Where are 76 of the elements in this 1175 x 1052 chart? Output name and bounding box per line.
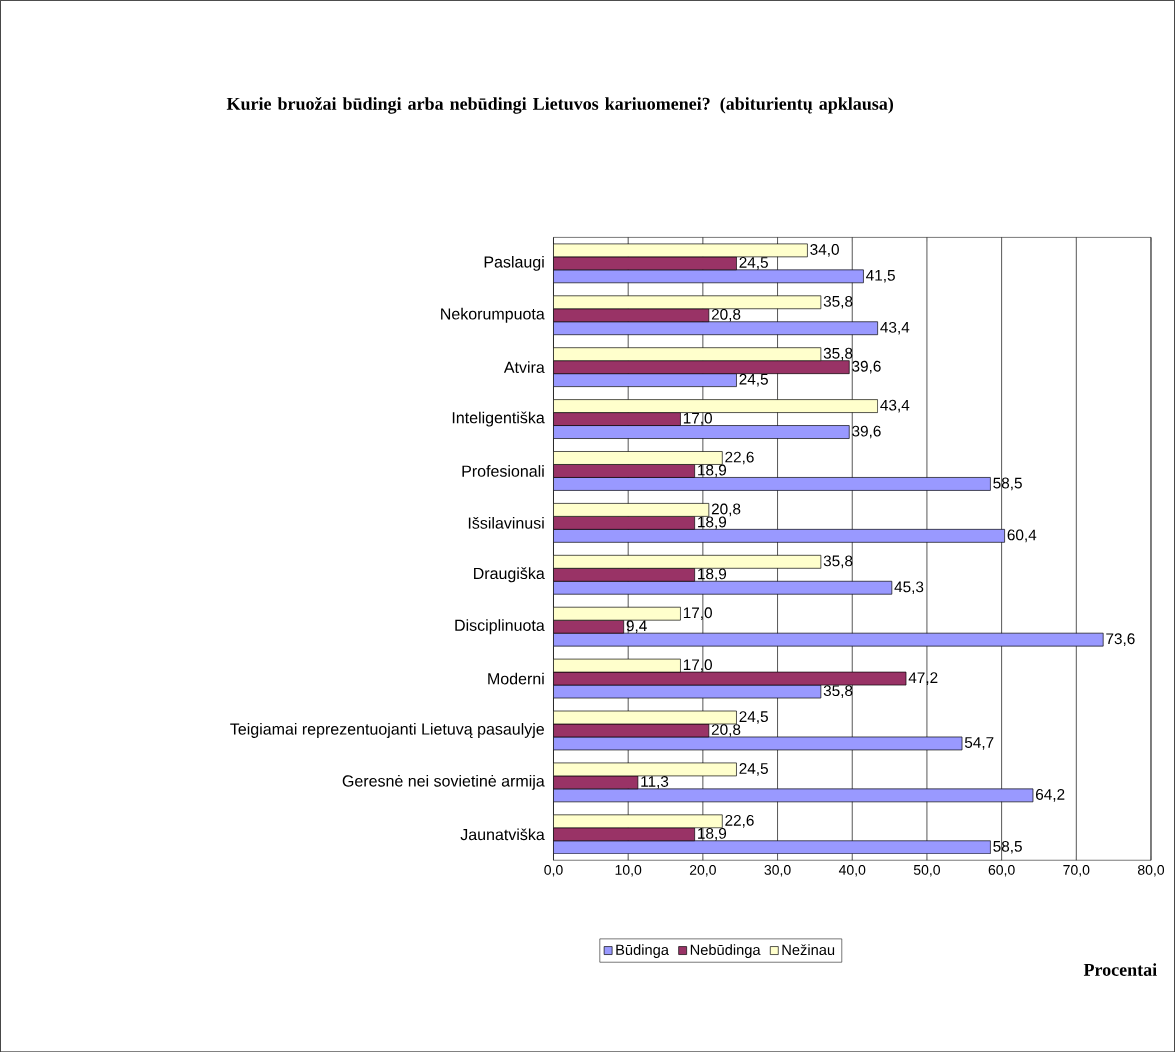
y-tick-label: Atvira (503, 361, 545, 373)
data-label: 41,5 (866, 269, 895, 283)
x-axis-title: Procentai (1083, 963, 1157, 976)
data-label: 39,6 (852, 360, 881, 374)
data-label: 17,0 (683, 412, 712, 426)
x-tick-label: 70,0 (1063, 864, 1090, 877)
bar (553, 567, 695, 582)
x-tick-label: 80,0 (1137, 864, 1165, 877)
bar (553, 619, 625, 634)
data-label: 35,8 (823, 295, 853, 309)
data-label: 11,3 (641, 775, 669, 789)
bar (553, 606, 681, 621)
data-label: 20,8 (711, 308, 741, 322)
legend-label: Nebūdinga (690, 944, 761, 958)
data-label: 35,8 (823, 347, 853, 361)
data-label: 22,6 (725, 814, 754, 828)
x-tick-label: 10,0 (615, 864, 642, 877)
data-label: 34,0 (810, 243, 839, 257)
data-label: 24,5 (739, 256, 768, 270)
y-tick-label: Jaunatviška (460, 828, 545, 841)
y-tick-label: Paslaugi (484, 255, 544, 271)
x-tick-label: 60,0 (988, 864, 1015, 877)
bar (553, 399, 878, 413)
data-label: 9,4 (626, 620, 647, 633)
data-label: 18,9 (698, 827, 727, 841)
data-label: 18,9 (698, 516, 727, 530)
x-tick-label: 30,0 (764, 864, 791, 877)
data-label: 64,2 (1036, 788, 1065, 802)
data-label: 20,8 (711, 724, 741, 737)
x-tick-label: 50,0 (913, 864, 940, 877)
data-label: 60,4 (1007, 529, 1037, 543)
bar (553, 295, 822, 309)
y-tick-label: Disciplinuota (455, 619, 545, 634)
data-label: 39,6 (852, 425, 881, 439)
y-tick-label: Teigiamai reprezentuojanti Lietuvą pasaulyje (230, 722, 544, 738)
y-tick-label: Išsilavinusi (468, 516, 544, 529)
bar (553, 463, 695, 478)
bar (553, 308, 710, 322)
bar (553, 360, 850, 374)
x-tick-label: 20,0 (689, 864, 716, 877)
y-tick-label: Nekorumpuota (441, 307, 545, 323)
data-label: 47,2 (908, 672, 938, 685)
y-tick-label: Profesionali (462, 464, 544, 477)
data-label: 18,9 (698, 568, 727, 581)
data-label: 18,9 (698, 464, 727, 478)
data-label: 54,7 (964, 737, 994, 750)
bar (553, 827, 695, 841)
data-label: 24,5 (739, 711, 768, 724)
y-tick-label: Moderni (488, 672, 544, 685)
legend-label: Būdinga (616, 944, 669, 958)
data-label: 45,3 (894, 581, 924, 594)
data-label: 20,8 (711, 503, 741, 517)
legend-label: Nežinau (782, 944, 835, 955)
data-label: 73,6 (1106, 633, 1135, 646)
chart-title: Kurie bruožai būdingi arba nebūdingi Lietuvos kariuomenei? (abiturientų apklausa) (226, 96, 894, 114)
bar (553, 412, 681, 426)
bar (553, 554, 822, 569)
y-tick-label: Draugiška (474, 567, 545, 583)
bar (553, 502, 710, 517)
data-label: 24,5 (739, 762, 768, 776)
data-label: 43,4 (880, 399, 910, 413)
y-tick-label: Inteligentiška (452, 411, 545, 427)
bar (553, 347, 822, 361)
x-tick-label: 40,0 (838, 864, 866, 877)
data-label: 43,4 (880, 321, 910, 335)
data-label: 24,5 (739, 373, 768, 387)
data-label: 17,0 (683, 659, 712, 672)
x-tick-label: 0,0 (544, 864, 563, 877)
bar (553, 515, 695, 530)
data-label: 35,8 (823, 685, 853, 698)
bar (553, 451, 723, 465)
bar (553, 814, 723, 828)
data-label: 35,8 (823, 555, 853, 568)
y-tick-label: Geresnė nei sovietinė armija (342, 774, 545, 790)
data-label: 17,0 (683, 607, 712, 620)
data-label: 22,6 (725, 451, 754, 465)
